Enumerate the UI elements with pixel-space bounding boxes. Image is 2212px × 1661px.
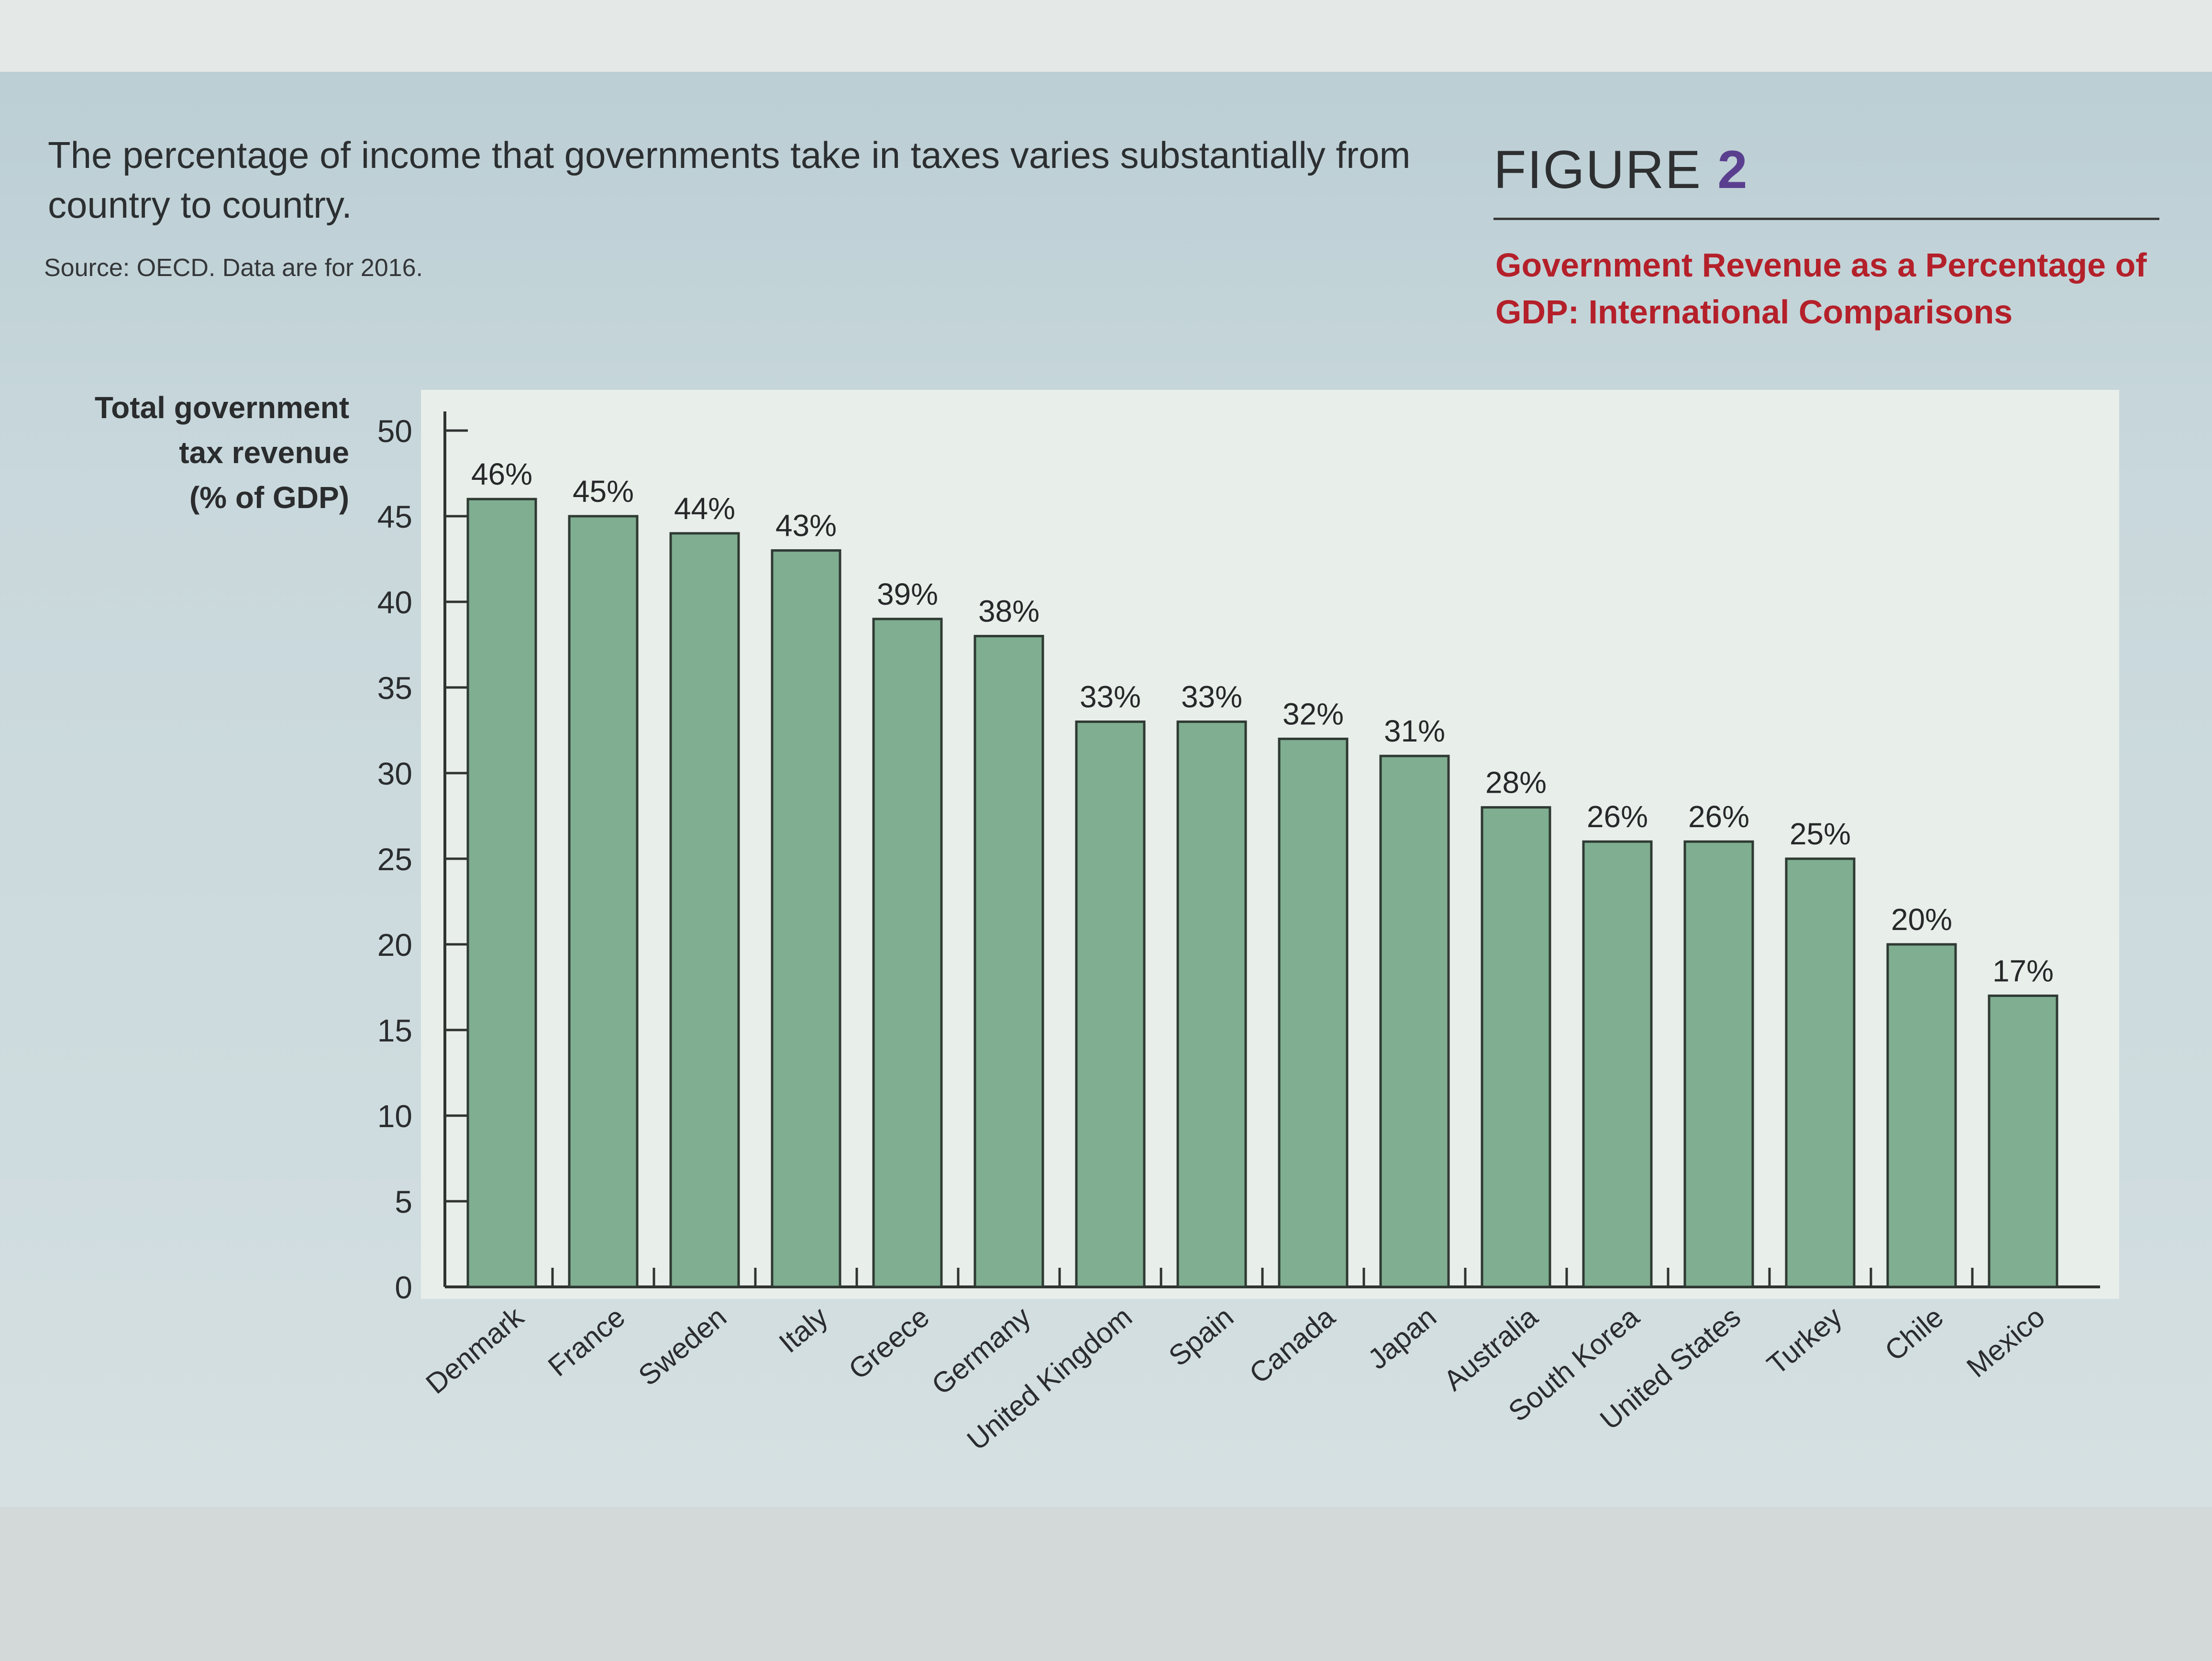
y-tick-label: 5 <box>395 1184 412 1219</box>
y-axis-label-line-2: tax revenue <box>179 435 349 470</box>
data-label: 39% <box>877 577 938 611</box>
y-tick-label: 50 <box>377 413 412 449</box>
y-tick-label: 45 <box>377 499 412 534</box>
bar <box>771 549 841 1288</box>
x-category-label: Turkey <box>1761 1301 1848 1381</box>
x-category-label: Chile <box>1879 1301 1949 1367</box>
data-label: 33% <box>1181 680 1242 714</box>
y-tick-label: 10 <box>377 1098 412 1134</box>
figure-caption: The percentage of income that government… <box>48 134 1411 226</box>
bar <box>1176 720 1247 1288</box>
y-tick-label: 25 <box>377 842 412 877</box>
y-tick-label: 15 <box>377 1013 412 1048</box>
x-category-label: Italy <box>773 1301 834 1359</box>
x-category-label: Denmark <box>420 1300 530 1400</box>
y-tick-label: 30 <box>377 756 412 791</box>
bar <box>669 532 740 1288</box>
data-label: 38% <box>978 594 1040 629</box>
bar <box>1481 806 1551 1288</box>
data-label: 26% <box>1587 799 1648 834</box>
bar <box>1075 720 1146 1288</box>
y-tick-label: 0 <box>395 1270 412 1305</box>
x-category-label: Sweden <box>632 1301 732 1392</box>
bar <box>1886 943 1957 1288</box>
data-label: 20% <box>1891 902 1952 937</box>
y-tick-label: 35 <box>377 670 412 706</box>
data-label: 46% <box>471 457 532 491</box>
bar <box>1785 857 1856 1288</box>
bar <box>1278 737 1349 1288</box>
y-axis-label: Total government tax revenue (% of GDP) <box>77 385 349 520</box>
y-axis-label-line-1: Total government <box>94 390 349 425</box>
data-label: 33% <box>1080 680 1141 714</box>
source-note: Source: OECD. Data are for 2016. <box>44 254 423 282</box>
figure-word: FIGURE <box>1493 140 1702 199</box>
x-category-label: Greece <box>842 1301 935 1386</box>
x-category-label: Mexico <box>1960 1301 2051 1384</box>
bar <box>973 635 1044 1288</box>
figure-label: FIGURE 2 <box>1493 139 1748 200</box>
data-label: 28% <box>1485 765 1547 800</box>
data-label: 43% <box>775 509 837 543</box>
x-category-label: France <box>542 1301 631 1383</box>
bar <box>872 618 943 1288</box>
bar <box>1379 754 1450 1288</box>
data-label: 25% <box>1790 817 1851 851</box>
data-label: 45% <box>573 474 634 509</box>
figure-rule <box>1493 218 2159 220</box>
page-top-strip <box>0 0 2212 72</box>
y-tick-label: 20 <box>377 927 412 963</box>
x-category-label: Japan <box>1362 1301 1442 1375</box>
data-label: 32% <box>1283 697 1344 731</box>
figure-number: 2 <box>1717 140 1748 199</box>
page-bottom-strip <box>0 1507 2212 1661</box>
data-label: 44% <box>674 491 735 526</box>
x-category-label: Spain <box>1162 1301 1239 1373</box>
bar <box>1683 840 1754 1288</box>
bar <box>568 515 639 1288</box>
data-label: 17% <box>1992 953 2054 988</box>
figure-title: Government Revenue as a Percentage of GD… <box>1495 246 2147 331</box>
x-category-label: Canada <box>1243 1300 1341 1390</box>
bar <box>1988 994 2058 1288</box>
data-label: 31% <box>1384 714 1445 748</box>
y-tick-label: 40 <box>377 585 412 620</box>
bar <box>466 498 537 1288</box>
data-label: 26% <box>1688 799 1749 834</box>
bar <box>1582 840 1653 1288</box>
y-axis-label-line-3: (% of GDP) <box>189 480 349 515</box>
